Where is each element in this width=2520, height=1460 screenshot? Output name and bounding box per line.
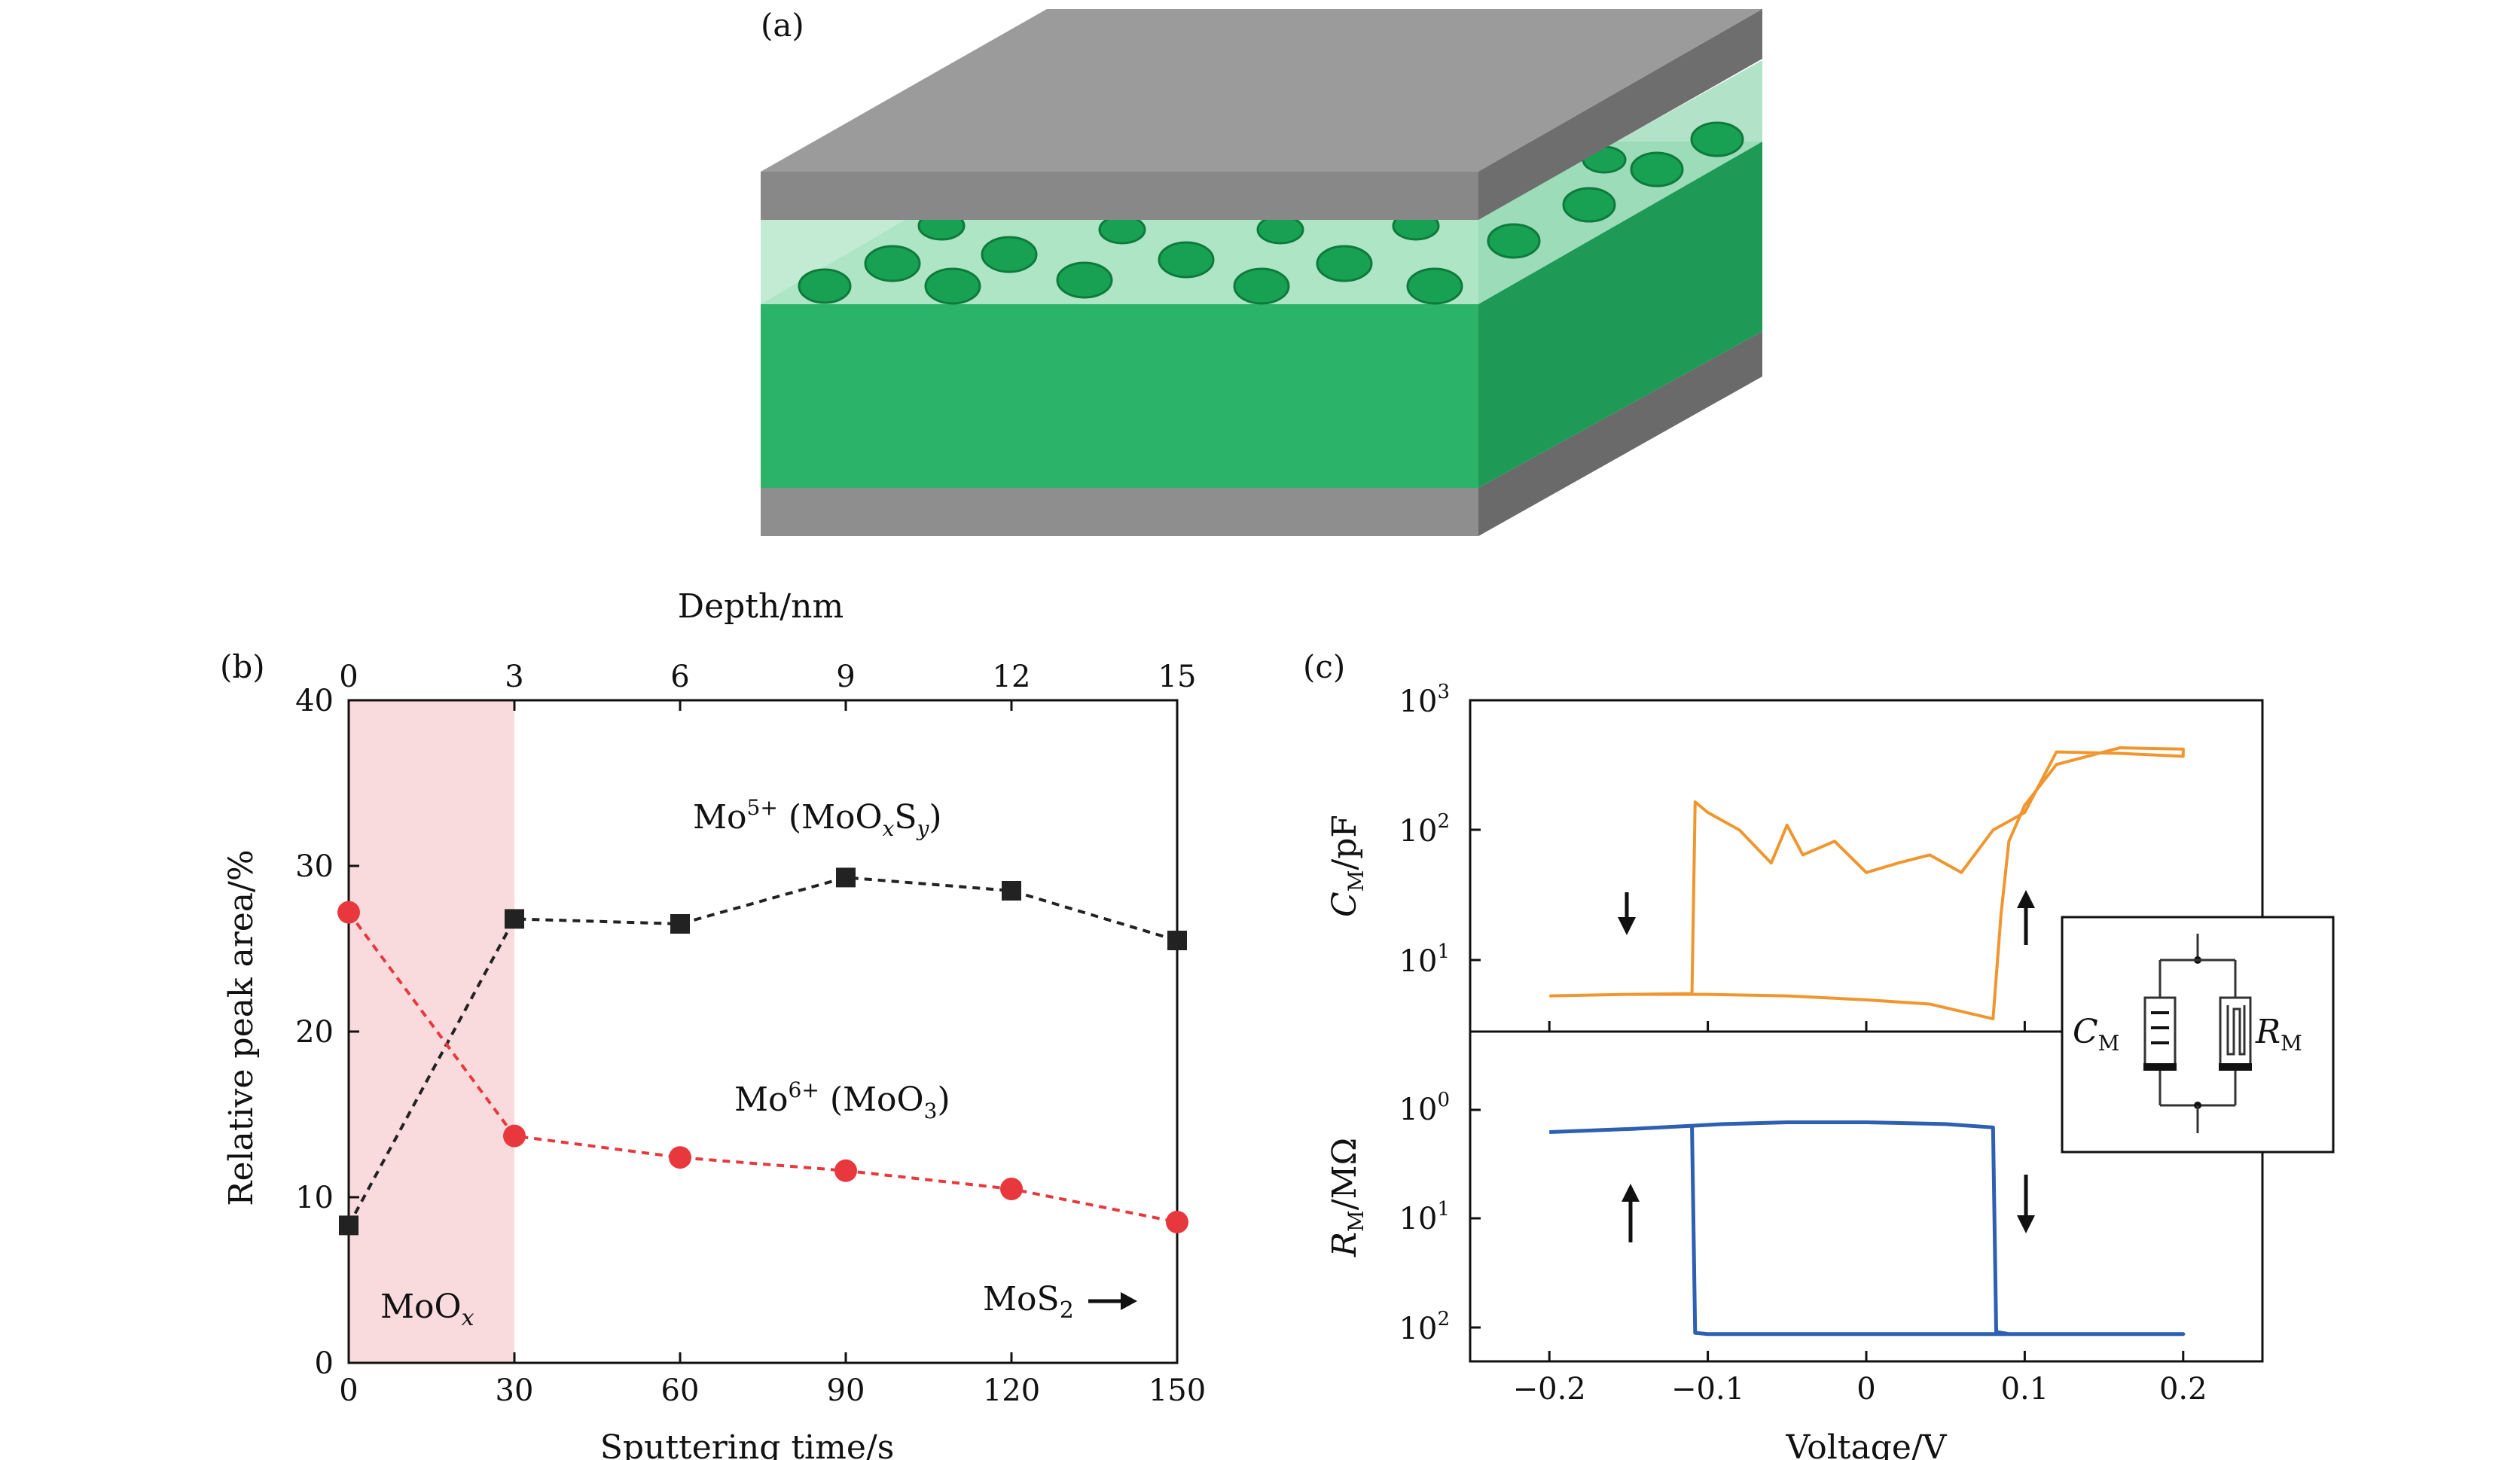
svg-text:101: 101 <box>1399 940 1450 979</box>
inset-rm-label: RM <box>2255 1013 2302 1056</box>
interface-layer-side <box>1478 60 1762 304</box>
panel-c: (c) −0.2 −0.1 0 0.1 0.2 Voltage/V CM/pF RM/M… <box>1303 648 2335 1460</box>
top-electrode-front <box>761 172 1478 220</box>
b-point-circle <box>834 1159 857 1182</box>
sweep-arrow-down-cm <box>1618 892 1636 935</box>
panel-c-label: (c) <box>1303 648 1345 685</box>
b-x-tick-label: 150 <box>1149 1373 1206 1408</box>
b-x2-tick-label: 3 <box>505 660 523 694</box>
b-y-tick-label: 20 <box>295 1015 334 1050</box>
b-y-tick-label: 0 <box>315 1346 334 1381</box>
mos2-arrow <box>1088 1292 1137 1310</box>
panel-b-y-axis-label: Relative peak area/% <box>222 849 261 1205</box>
panel-b-top-axis-label: Depth/nm <box>678 587 844 626</box>
b-point-circle <box>1166 1211 1188 1233</box>
b-series-line-0 <box>347 876 1178 1227</box>
b-x-tick-label: 120 <box>983 1373 1040 1408</box>
inset-cm-label: CM <box>2073 1013 2119 1056</box>
rm-y-tick-labels: 100 101 102 <box>1399 1089 1450 1346</box>
active-layer-side <box>1478 142 1762 488</box>
top-electrode-side <box>1478 9 1762 220</box>
panel-b-label: (b) <box>220 648 265 685</box>
b-point-circle <box>1000 1178 1023 1200</box>
b-x-tick-label: 60 <box>661 1373 700 1408</box>
cm-y-tick-labels: 103 102 101 <box>1399 681 1450 979</box>
b-x2-tick-label: 6 <box>670 660 689 694</box>
b-y-tick-label: 30 <box>295 849 334 884</box>
svg-text:102: 102 <box>1399 1308 1450 1346</box>
mo6-series-label: Mo6+ (MoO3) <box>734 1077 950 1123</box>
svg-text:100: 100 <box>1399 1089 1450 1127</box>
mos2-label: MoS2 <box>983 1280 1074 1324</box>
b-x2-tick-label: 12 <box>993 660 1031 694</box>
b-x-tick-label: 30 <box>496 1373 534 1408</box>
b-x-tick-label: 0 <box>339 1373 358 1408</box>
cm-axis-label: CM/pF <box>1326 815 1368 917</box>
svg-text:102: 102 <box>1399 810 1450 849</box>
bottom-electrode-side <box>1478 331 1762 536</box>
b-x-tick-label: 90 <box>827 1373 865 1408</box>
c-x-tick-label: −0.2 <box>1513 1372 1586 1407</box>
sweep-arrow-up-cm <box>2017 890 2035 945</box>
nanoparticles <box>798 121 1744 305</box>
active-layer-front <box>761 304 1478 488</box>
b-x2-tick-label: 15 <box>1158 660 1197 694</box>
c-x-tick-label: 0 <box>1856 1372 1875 1407</box>
capacitor-icon <box>2143 996 2177 1071</box>
b-x2-tick-label: 9 <box>836 660 855 694</box>
sweep-arrow-up-rm <box>1622 1184 1640 1242</box>
sweep-arrow-down-rm <box>2017 1175 2035 1233</box>
moox-region-label: MoOx <box>380 1288 474 1331</box>
b-point-square <box>1167 931 1187 950</box>
top-electrode-top <box>761 9 1762 172</box>
moox-shaded-region <box>349 700 514 1363</box>
b-point-circle <box>503 1124 526 1148</box>
c-x-tick-label: −0.1 <box>1671 1372 1744 1407</box>
b-point-circle <box>337 901 360 924</box>
b-point-square <box>1002 881 1021 901</box>
b-point-square <box>339 1215 358 1236</box>
panel-a: (a) <box>761 7 1762 536</box>
b-series-line-1 <box>347 911 1178 1224</box>
panel-c-x-axis-label: Voltage/V <box>1785 1428 1947 1460</box>
bottom-electrode-front <box>761 488 1478 536</box>
svg-text:103: 103 <box>1399 681 1450 719</box>
panel-a-label: (a) <box>761 7 804 44</box>
equivalent-circuit-inset: CM RM <box>2061 916 2335 1154</box>
b-y-tick-label: 40 <box>295 684 334 718</box>
b-y-tick-label: 10 <box>295 1181 334 1215</box>
b-point-square <box>836 867 856 888</box>
mo5-series-label: Mo5+ (MoOxSy) <box>693 795 942 841</box>
rm-axis-label: RM/MΩ <box>1326 1138 1368 1257</box>
b-point-square <box>670 914 690 934</box>
b-x2-tick-label: 0 <box>339 660 358 694</box>
b-point-circle <box>669 1146 691 1169</box>
cm-hysteresis-curve <box>1549 746 2185 1021</box>
c-x-tick-label: 0.2 <box>2159 1372 2207 1407</box>
svg-text:101: 101 <box>1399 1198 1450 1236</box>
rm-hysteresis-curve <box>1549 1120 2186 1337</box>
panel-b-x-axis-label: Sputtering time/s <box>600 1428 895 1460</box>
b-point-square <box>505 909 524 929</box>
c-x-tick-label: 0.1 <box>2001 1372 2049 1407</box>
